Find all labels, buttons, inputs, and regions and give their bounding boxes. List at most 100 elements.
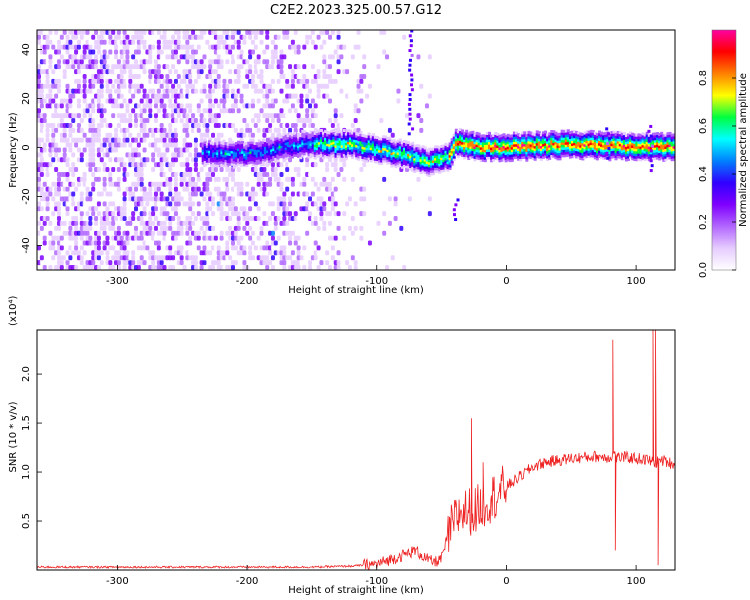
spectrogram-cell xyxy=(541,141,545,145)
spectrogram-cell xyxy=(125,34,130,40)
spectrogram-cell xyxy=(74,225,79,231)
spectrogram-cell xyxy=(351,131,355,135)
spectrogram-cell xyxy=(622,141,626,145)
spectrogram-cell xyxy=(295,134,299,138)
spectrogram-cell xyxy=(394,160,398,164)
spectrogram-cell xyxy=(182,265,187,270)
spectrogram-cell xyxy=(479,149,483,153)
spectrogram-cell xyxy=(544,140,548,144)
spectrogram-cell xyxy=(230,201,235,207)
spectrogram-cell xyxy=(624,148,628,152)
spectrogram-cell xyxy=(253,151,257,155)
spectrogram-cell xyxy=(564,136,568,140)
spectrogram-cell xyxy=(193,162,198,168)
spectrogram-cell xyxy=(203,145,207,149)
spectrogram-cell xyxy=(444,145,448,149)
spectrogram-cell xyxy=(556,142,560,146)
spectrogram-cell xyxy=(91,147,96,153)
spectrogram-cell xyxy=(151,220,156,226)
spectrogram-cell xyxy=(610,150,614,154)
spectrogram-cell xyxy=(355,132,359,136)
spectrogram-cell xyxy=(282,127,287,133)
spectrogram-cell xyxy=(504,139,508,143)
spectrogram-cell xyxy=(313,144,317,148)
spectrogram-cell xyxy=(324,142,328,146)
spectrogram-cell xyxy=(208,98,213,104)
spectrogram-cell xyxy=(425,173,429,177)
spectrogram-cell xyxy=(407,165,411,169)
spectrogram-cell xyxy=(62,147,67,153)
spectrogram-cell xyxy=(216,113,221,119)
spectrogram-cell xyxy=(417,164,421,168)
spectrogram-cell xyxy=(79,211,84,217)
spectrogram-cell xyxy=(125,103,130,109)
spectrogram-cell xyxy=(293,93,298,99)
spectrogram-cell xyxy=(431,162,435,166)
spectrogram-cell xyxy=(45,216,50,222)
spectrogram-cell xyxy=(386,151,390,155)
spectrogram-cell xyxy=(575,133,579,137)
spectrogram-cell xyxy=(363,154,367,158)
spectrogram-cell xyxy=(562,129,566,133)
spectrogram-cell xyxy=(562,151,566,155)
spectrogram-cell xyxy=(139,201,144,207)
spectrogram-cell xyxy=(641,149,645,153)
spectrogram-cell xyxy=(409,167,413,171)
spectrogram-cell xyxy=(593,141,597,145)
spectrogram-cell xyxy=(220,158,224,162)
spectrogram-cell xyxy=(548,142,552,146)
spectrogram-cell xyxy=(523,153,527,157)
spectrogram-cell xyxy=(344,137,348,141)
spectrogram-cell xyxy=(353,118,358,124)
spectrogram-cell xyxy=(562,147,566,151)
spectrogram-cell xyxy=(222,156,226,160)
spectrogram-cell xyxy=(270,139,274,143)
spectrogram-cell xyxy=(173,171,178,177)
spectrogram-cell xyxy=(502,152,506,156)
spectrogram-cell xyxy=(568,138,572,142)
spectrogram-cell xyxy=(421,157,425,161)
spectrogram-cell xyxy=(436,152,440,156)
spectrogram-cell xyxy=(116,59,121,65)
spectrogram-cell xyxy=(554,141,558,145)
spectrogram-cell xyxy=(365,159,369,163)
spectrogram-cell xyxy=(56,49,61,55)
spectrogram-cell xyxy=(51,196,56,202)
spectrogram-cell xyxy=(311,131,315,135)
spectrogram-cell xyxy=(116,176,121,182)
spectrogram-cell xyxy=(577,153,581,157)
spectrogram-cell xyxy=(591,130,595,134)
spectrogram-cell xyxy=(342,146,346,150)
spectrogram-cell xyxy=(400,141,404,145)
spectrogram-cell xyxy=(627,138,631,142)
spectrogram-cell xyxy=(355,151,359,155)
spectrogram-cell xyxy=(456,140,460,144)
spectrogram-cell xyxy=(125,127,130,133)
spectrogram-cell xyxy=(496,137,500,141)
spectrogram-cell xyxy=(251,153,255,157)
spectrogram-cell xyxy=(332,151,336,155)
spectrogram-cell xyxy=(446,153,450,157)
spectrogram-cell xyxy=(299,255,304,261)
spectrogram-cell xyxy=(326,135,330,139)
spectrogram-cell xyxy=(326,140,330,144)
spectrogram-cell xyxy=(114,127,119,133)
spectrogram-cell xyxy=(429,164,433,168)
spectrogram-cell xyxy=(265,171,270,177)
spectrogram-cell xyxy=(99,157,104,163)
spectrogram-cell xyxy=(230,153,234,157)
spectrogram-cell xyxy=(270,156,274,160)
spectrogram-cell xyxy=(384,137,388,141)
spectrogram-cell xyxy=(286,134,290,138)
spectrogram-cell xyxy=(54,167,59,173)
spectrogram-cell xyxy=(385,265,390,270)
spectrogram-cell xyxy=(153,113,158,119)
spectrogram-cell xyxy=(421,155,425,159)
spectrogram-cell xyxy=(42,181,47,187)
spectrogram-cell xyxy=(208,83,213,89)
spectrogram-cell xyxy=(467,142,471,146)
spectrogram-cell xyxy=(635,148,639,152)
spectrogram-cell xyxy=(376,220,381,226)
spectrogram-cell xyxy=(205,186,210,192)
spectrogram-cell xyxy=(191,211,196,217)
